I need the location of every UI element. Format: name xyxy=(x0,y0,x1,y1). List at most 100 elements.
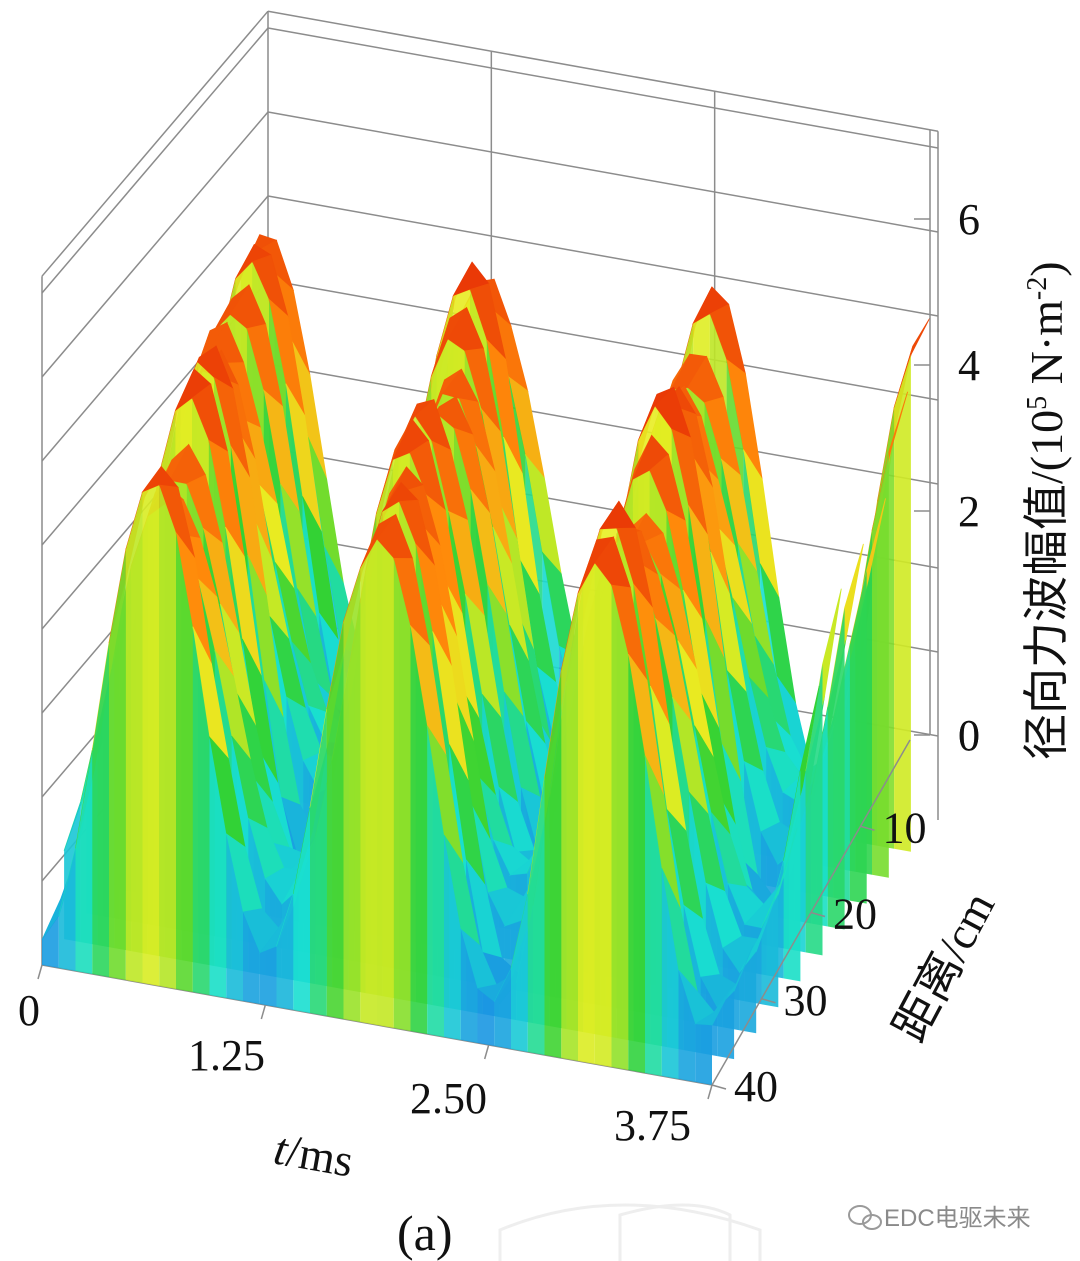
surface-skirt xyxy=(578,563,595,1064)
x-tick-label: 2.50 xyxy=(410,1074,487,1123)
watermark-arches xyxy=(498,1203,762,1261)
surface-skirt xyxy=(42,915,59,968)
surface-skirt xyxy=(259,946,277,1007)
surface-skirt xyxy=(827,608,845,930)
x-axis-title: t/ms xyxy=(270,1123,357,1187)
surface-skirt xyxy=(243,912,260,1004)
grid-line-z xyxy=(267,279,939,401)
surface-skirt xyxy=(393,558,411,1031)
x-axis-unit: /ms xyxy=(283,1125,357,1187)
axis-edge-top-back xyxy=(267,10,939,132)
grid-line-z xyxy=(267,447,939,569)
surface-skirt xyxy=(226,833,243,1001)
z-tick-label-base: 0 xyxy=(958,711,980,760)
surface-skirt xyxy=(527,778,545,1055)
surface-plot xyxy=(41,234,931,1085)
surface-skirt xyxy=(293,807,310,1013)
grid-line-z xyxy=(267,27,939,149)
surface-skirt xyxy=(209,737,227,998)
surface-skirt xyxy=(628,654,645,1073)
wechat-icon xyxy=(848,1205,882,1230)
z-axis-title: 径向力波幅值/(105 N·m-2) xyxy=(1021,261,1072,760)
surface-skirt xyxy=(661,868,679,1079)
surface-skirt xyxy=(142,485,160,986)
y-tick-label: 20 xyxy=(833,890,877,939)
y-tick-mark xyxy=(860,825,875,831)
y-tick-label: 10 xyxy=(883,803,927,852)
figure-caption: (a) xyxy=(397,1205,453,1261)
surface-skirt xyxy=(645,755,662,1076)
x-tick-mark xyxy=(483,1044,490,1060)
z-axis-unit: N·m xyxy=(1021,300,1072,396)
surface-skirt xyxy=(460,929,478,1043)
surface-skirt xyxy=(360,539,377,1025)
surface-skirt xyxy=(343,568,361,1022)
surface-skirt xyxy=(511,894,528,1052)
surface-skirt xyxy=(444,835,461,1040)
x-tick-mark xyxy=(37,964,43,980)
z-tick-label: 2 xyxy=(958,487,980,536)
x-tick-label: 3.75 xyxy=(614,1101,691,1150)
surface-skirt xyxy=(377,539,394,1028)
surface-skirt xyxy=(561,593,578,1061)
surface-skirt xyxy=(192,626,210,995)
surface-skirt xyxy=(477,988,495,1046)
x-tick-label: 0 xyxy=(18,986,40,1035)
surface-skirt xyxy=(410,626,428,1034)
surface-skirt xyxy=(58,848,76,971)
surface-skirt xyxy=(109,549,126,980)
z-axis-exp2: -2 xyxy=(1022,277,1053,300)
surface-skirt xyxy=(717,991,735,1060)
grid-line-z xyxy=(41,111,269,378)
z-tick-label: 4 xyxy=(958,341,980,390)
surface-skirt xyxy=(678,970,696,1082)
surface-skirt xyxy=(783,769,801,982)
grid-line-z xyxy=(267,363,939,485)
surface-skirt xyxy=(544,670,562,1058)
z-axis-exp: 5 xyxy=(1022,396,1053,410)
y-tick-label: 30 xyxy=(784,976,828,1025)
surface-skirt xyxy=(159,485,176,989)
y-tick-mark xyxy=(711,1084,727,1090)
z-axis-main: 径向力波幅值/(10 xyxy=(1021,410,1072,760)
surface-skirt xyxy=(176,532,193,992)
y-axis-line xyxy=(711,739,911,1086)
y-tick-mark xyxy=(761,998,776,1004)
z-axis-close: ) xyxy=(1021,261,1072,276)
surface-skirt xyxy=(849,570,867,904)
grid-line-z xyxy=(41,27,269,294)
surface-skirt xyxy=(805,664,823,956)
x-axis-ticks: 0 1.25 2.50 3.75 xyxy=(18,964,713,1150)
surface-skirt xyxy=(276,893,294,1010)
surface-skirt xyxy=(739,951,757,1034)
surface-skirt xyxy=(494,968,511,1049)
surface-skirt xyxy=(326,621,344,1019)
axis-edge-top-left xyxy=(41,10,269,277)
surface-skirt xyxy=(310,709,327,1016)
surface-skirt xyxy=(92,643,109,977)
surface-skirt xyxy=(695,1024,712,1085)
surface-skirt xyxy=(75,750,93,974)
x-tick-mark xyxy=(260,1004,267,1020)
surface-skirt xyxy=(872,452,889,878)
grid-line-z xyxy=(41,195,269,462)
y-tick-label: 40 xyxy=(734,1062,778,1111)
grid-line-z xyxy=(267,195,939,317)
y-axis-title: 距离/cm xyxy=(884,883,1005,1049)
z-tick-label: 6 xyxy=(958,195,980,244)
surface-skirt xyxy=(427,725,444,1037)
surface-skirt xyxy=(611,585,629,1070)
surface-skirt xyxy=(594,563,612,1067)
grid-line-z xyxy=(267,111,939,233)
watermark-text: EDC电驱未来 xyxy=(884,1205,1031,1232)
watermark: EDC电驱未来 xyxy=(848,1205,1031,1232)
y-tick-mark xyxy=(810,911,826,918)
surface-skirt xyxy=(894,354,911,852)
x-tick-label: 1.25 xyxy=(188,1031,265,1080)
z-tick-label: 0 xyxy=(958,711,980,760)
surface-skirt xyxy=(125,492,143,983)
x-tick-mark xyxy=(707,1084,713,1100)
